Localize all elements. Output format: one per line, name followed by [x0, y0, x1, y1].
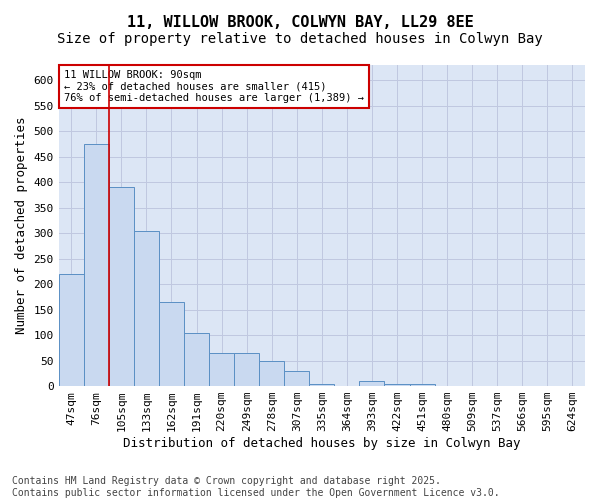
Bar	[109, 188, 134, 386]
Bar	[234, 353, 259, 386]
Bar	[259, 360, 284, 386]
Bar	[209, 353, 234, 386]
X-axis label: Distribution of detached houses by size in Colwyn Bay: Distribution of detached houses by size …	[123, 437, 521, 450]
Bar	[184, 332, 209, 386]
Bar	[84, 144, 109, 386]
Bar	[359, 381, 385, 386]
Bar	[385, 384, 410, 386]
Y-axis label: Number of detached properties: Number of detached properties	[15, 117, 28, 334]
Text: 11, WILLOW BROOK, COLWYN BAY, LL29 8EE: 11, WILLOW BROOK, COLWYN BAY, LL29 8EE	[127, 15, 473, 30]
Text: Size of property relative to detached houses in Colwyn Bay: Size of property relative to detached ho…	[57, 32, 543, 46]
Bar	[159, 302, 184, 386]
Text: Contains HM Land Registry data © Crown copyright and database right 2025.
Contai: Contains HM Land Registry data © Crown c…	[12, 476, 500, 498]
Text: 11 WILLOW BROOK: 90sqm
← 23% of detached houses are smaller (415)
76% of semi-de: 11 WILLOW BROOK: 90sqm ← 23% of detached…	[64, 70, 364, 103]
Bar	[134, 230, 159, 386]
Bar	[310, 384, 334, 386]
Bar	[59, 274, 84, 386]
Bar	[284, 371, 310, 386]
Bar	[410, 384, 434, 386]
